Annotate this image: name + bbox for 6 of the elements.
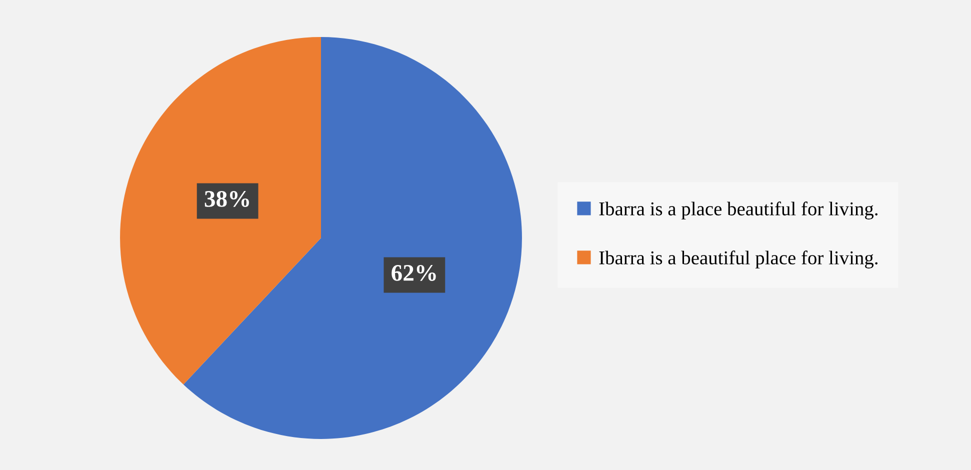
legend-label: Ibarra is a beautiful place for living. [599,250,878,268]
legend-label: Ibarra is a place beautiful for living. [599,202,878,220]
pie-slice [120,37,321,385]
data-label: 38% [204,190,249,207]
pie-slice [183,37,522,439]
data-label: 62% [392,264,436,281]
